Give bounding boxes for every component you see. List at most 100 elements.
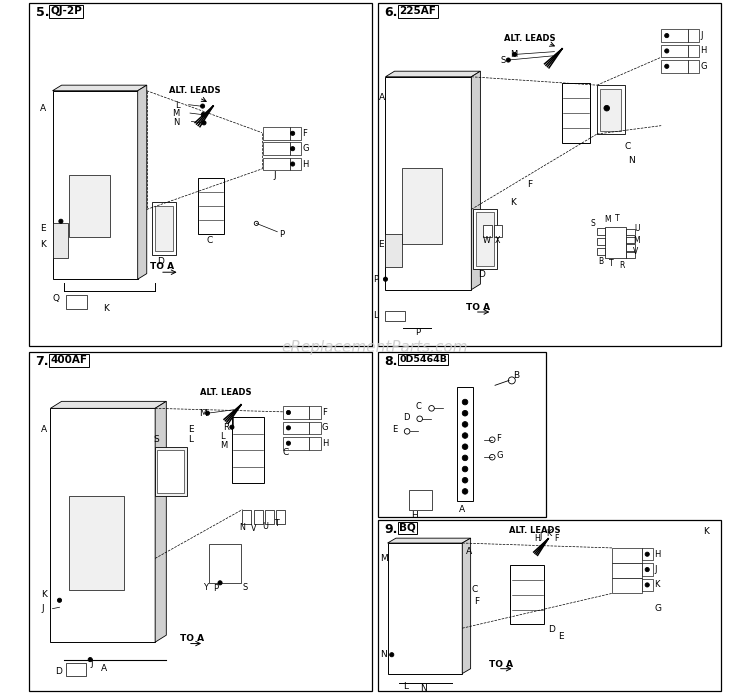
Circle shape	[200, 104, 205, 108]
Bar	[69, 496, 124, 590]
Bar	[158, 450, 184, 493]
Bar	[601, 89, 622, 131]
Bar	[198, 178, 224, 234]
Bar	[401, 168, 442, 244]
Bar	[242, 510, 251, 524]
Text: D: D	[478, 270, 485, 279]
Text: E: E	[558, 632, 563, 641]
Text: 9.: 9.	[385, 523, 398, 536]
Polygon shape	[53, 91, 138, 279]
Circle shape	[462, 444, 468, 450]
Text: A: A	[466, 547, 472, 556]
Text: E: E	[379, 240, 384, 248]
Circle shape	[664, 49, 669, 53]
Bar	[688, 60, 699, 73]
Circle shape	[462, 477, 468, 483]
Bar	[511, 565, 544, 625]
Text: 5.: 5.	[35, 6, 49, 20]
Bar	[597, 228, 605, 235]
Text: F: F	[302, 129, 307, 138]
Bar	[69, 174, 110, 237]
Text: TO A: TO A	[179, 634, 204, 643]
Bar	[283, 437, 310, 450]
Bar	[410, 490, 431, 510]
Polygon shape	[50, 408, 155, 642]
Circle shape	[604, 105, 610, 111]
Bar	[283, 406, 310, 419]
Circle shape	[286, 410, 290, 415]
Polygon shape	[53, 85, 147, 91]
Text: C: C	[416, 403, 422, 411]
Polygon shape	[388, 538, 471, 543]
Text: N: N	[173, 118, 179, 126]
Text: B: B	[598, 258, 604, 266]
Polygon shape	[386, 77, 471, 290]
Text: E: E	[392, 426, 398, 434]
Bar	[612, 548, 642, 563]
Bar	[688, 45, 699, 57]
Bar	[290, 158, 301, 170]
Bar	[626, 244, 634, 251]
Text: P: P	[374, 275, 379, 283]
Bar	[612, 578, 642, 593]
Text: BQ: BQ	[400, 523, 416, 533]
Circle shape	[201, 112, 206, 117]
Text: J: J	[654, 565, 657, 574]
Text: 225AF: 225AF	[400, 6, 436, 16]
Text: S: S	[153, 436, 159, 444]
Text: J: J	[274, 172, 277, 180]
Text: 7.: 7.	[35, 355, 49, 369]
Text: H: H	[654, 550, 661, 558]
Text: C: C	[283, 448, 289, 456]
Bar	[379, 3, 721, 346]
Text: L: L	[374, 311, 379, 320]
Bar	[67, 663, 86, 676]
Text: L: L	[188, 436, 193, 444]
Text: M: M	[220, 441, 227, 450]
Bar	[662, 29, 688, 42]
Circle shape	[462, 433, 468, 438]
Circle shape	[58, 598, 62, 602]
Text: R: R	[223, 423, 229, 431]
Circle shape	[645, 567, 650, 572]
Text: K: K	[547, 530, 552, 538]
Bar	[472, 209, 497, 269]
Bar	[290, 142, 301, 155]
Circle shape	[383, 277, 388, 281]
Text: C: C	[625, 142, 632, 151]
Text: N: N	[239, 524, 244, 532]
Bar	[626, 252, 634, 258]
Bar	[263, 142, 290, 155]
Text: ALT. LEADS: ALT. LEADS	[504, 34, 556, 43]
Circle shape	[462, 422, 468, 427]
Text: P: P	[213, 584, 218, 593]
Text: D: D	[56, 667, 62, 676]
Text: A: A	[40, 104, 46, 112]
Text: M: M	[510, 50, 517, 59]
Circle shape	[218, 581, 222, 585]
Text: Q: Q	[53, 295, 59, 303]
Bar	[379, 520, 721, 691]
Circle shape	[462, 466, 468, 472]
Bar	[483, 225, 491, 237]
Polygon shape	[138, 85, 147, 279]
Text: K: K	[41, 591, 47, 599]
Circle shape	[664, 64, 669, 68]
Text: F: F	[496, 434, 501, 443]
Text: TO A: TO A	[489, 660, 513, 669]
Text: K: K	[510, 198, 515, 207]
Text: eReplacementParts.com: eReplacementParts.com	[282, 340, 468, 355]
Bar	[283, 422, 310, 434]
Text: R: R	[620, 261, 625, 269]
Bar	[265, 510, 274, 524]
Text: P: P	[416, 328, 421, 336]
Text: L: L	[175, 101, 179, 110]
Text: M: M	[172, 110, 179, 118]
Bar	[386, 234, 401, 267]
Bar	[263, 127, 290, 140]
Polygon shape	[155, 401, 166, 642]
Text: H: H	[700, 47, 706, 55]
Bar	[662, 60, 688, 73]
Text: N: N	[420, 684, 427, 692]
Bar	[642, 548, 652, 560]
